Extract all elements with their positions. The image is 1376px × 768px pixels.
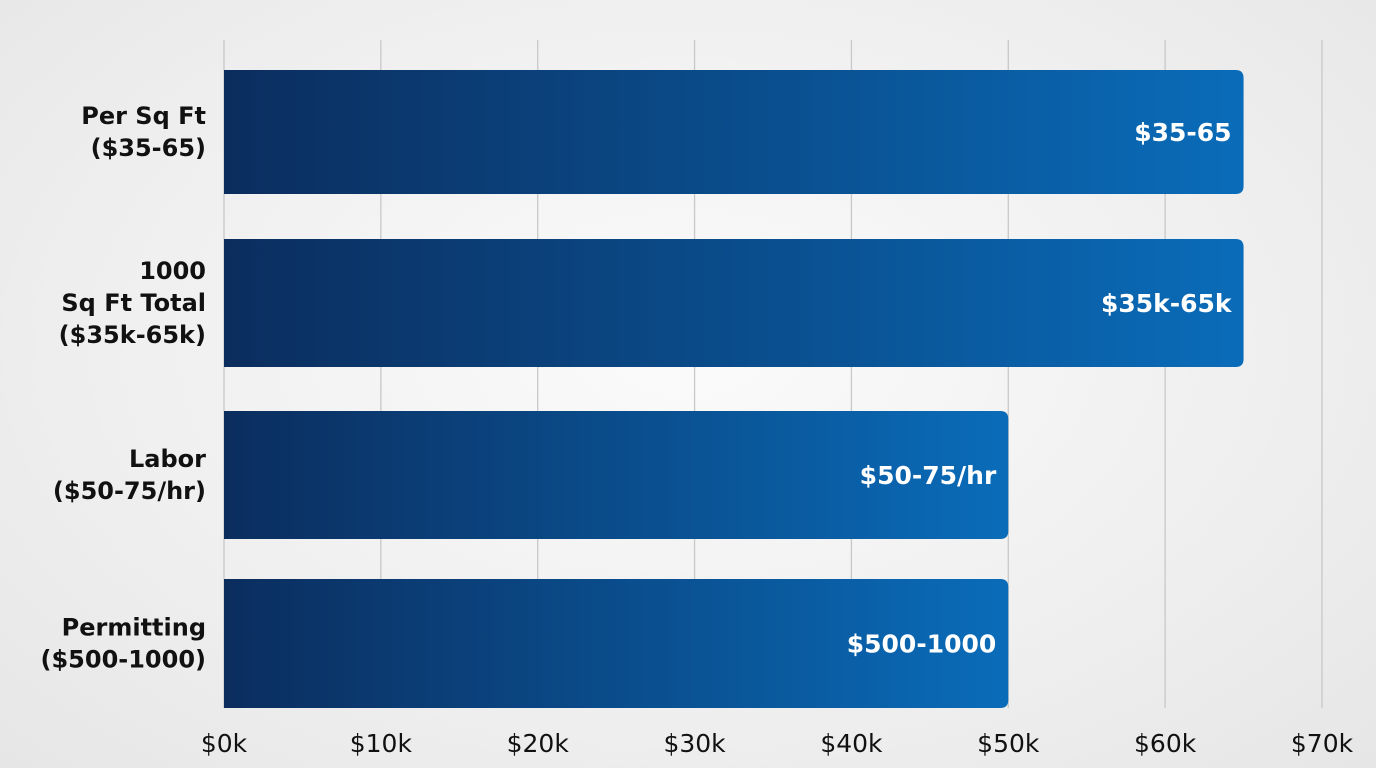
data-label: $500-1000: [847, 630, 997, 659]
bar: [224, 70, 1244, 194]
x-tick-label: $40k: [820, 729, 883, 758]
category-label: Permitting: [62, 614, 206, 642]
data-label: $35-65: [1134, 118, 1231, 147]
bar: [224, 411, 1009, 539]
x-tick-label: $50k: [977, 729, 1040, 758]
category-label: Labor: [129, 445, 206, 473]
x-tick-label: $70k: [1291, 729, 1354, 758]
x-tick-label: $10k: [350, 729, 413, 758]
category-label: Sq Ft Total: [61, 289, 206, 317]
x-tick-label: $20k: [507, 729, 570, 758]
bar: [224, 579, 1009, 708]
category-label: ($50-75/hr): [53, 477, 206, 505]
x-tick-label: $30k: [663, 729, 726, 758]
category-label: ($35k-65k): [59, 321, 206, 349]
x-tick-label: $0k: [201, 729, 248, 758]
category-label: ($35-65): [91, 134, 206, 162]
category-label: Per Sq Ft: [81, 102, 206, 130]
x-tick-label: $60k: [1134, 729, 1197, 758]
category-label: 1000: [139, 257, 206, 285]
data-label: $50-75/hr: [860, 461, 997, 490]
category-label: ($500-1000): [41, 646, 207, 674]
data-label: $35k-65k: [1101, 289, 1233, 318]
bar: [224, 239, 1244, 367]
